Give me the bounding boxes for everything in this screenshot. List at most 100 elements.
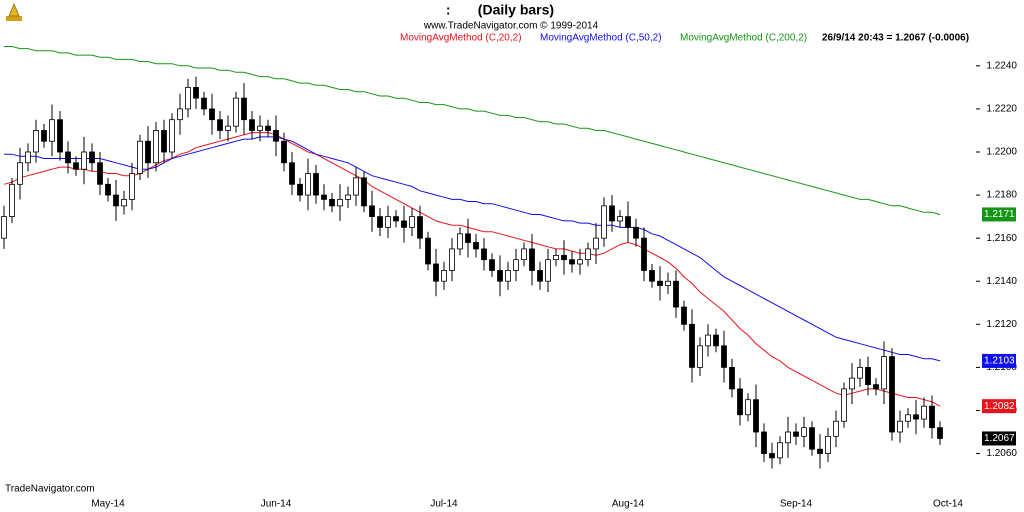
candle-body <box>801 427 807 437</box>
value-label-box <box>982 353 1016 368</box>
candle-body <box>649 270 655 282</box>
y-tick-label: 1.2140 <box>986 276 1017 287</box>
candle-body <box>937 427 943 439</box>
candle-body <box>401 220 407 228</box>
ma-line <box>4 136 941 362</box>
candle-body <box>769 453 775 459</box>
candle-body <box>521 248 527 261</box>
candle-body <box>121 198 127 207</box>
candle-body <box>665 280 671 286</box>
candle-body <box>569 259 575 265</box>
candle-body <box>33 130 39 153</box>
x-tick-label: Sep-14 <box>780 499 813 510</box>
candle-body <box>1 216 7 239</box>
candle-body <box>409 216 415 228</box>
candle-body <box>449 248 455 271</box>
candle-body <box>793 431 799 437</box>
candle-body <box>17 162 23 185</box>
candle-body <box>729 366 735 390</box>
candle-body <box>745 399 751 416</box>
candle-body <box>641 237 647 271</box>
value-label: 1.2067 <box>984 433 1015 444</box>
y-tick-label: 1.2120 <box>986 319 1017 330</box>
candle-body <box>297 183 303 196</box>
candle-body <box>713 334 719 347</box>
candle-body <box>561 254 567 261</box>
candle-body <box>625 216 631 228</box>
candle-body <box>353 177 359 196</box>
candle-body <box>889 356 895 433</box>
candle-body <box>673 280 679 308</box>
candle-body <box>233 97 239 127</box>
candle-body <box>697 345 703 368</box>
candle-body <box>377 216 383 228</box>
watermark: TradeNavigator.com <box>5 484 95 495</box>
candle-body <box>481 248 487 261</box>
candle-body <box>41 130 47 142</box>
candle-body <box>57 119 63 153</box>
candle-body <box>169 119 175 153</box>
candle-body <box>177 108 183 121</box>
candle-body <box>585 248 591 261</box>
value-label: 1.2082 <box>984 401 1015 412</box>
x-tick-label: Aug-14 <box>612 499 645 510</box>
logo-icon <box>8 2 20 17</box>
candle-body <box>577 259 583 265</box>
candle-body <box>545 259 551 282</box>
candle-body <box>865 366 871 386</box>
y-tick-label: 1.2240 <box>986 60 1017 71</box>
candle-body <box>737 388 743 416</box>
candle-body <box>529 248 535 271</box>
candle-body <box>369 205 375 218</box>
candle-body <box>785 431 791 444</box>
candle-body <box>393 216 399 222</box>
candle-body <box>601 205 607 239</box>
candle-body <box>761 431 767 454</box>
candle-body <box>705 334 711 347</box>
candle-body <box>321 194 327 200</box>
candle-body <box>145 140 151 164</box>
candle-body <box>201 97 207 110</box>
candle-body <box>721 345 727 368</box>
candle-body <box>137 140 143 174</box>
candle-body <box>489 259 495 271</box>
candle-body <box>425 237 431 265</box>
value-label: 1.2171 <box>984 209 1015 220</box>
legend-entry: MovingAvgMethod (C,200,2) <box>680 33 807 44</box>
candle-body <box>289 162 295 185</box>
candle-body <box>873 384 879 390</box>
candle-body <box>929 405 935 429</box>
candle-body <box>553 254 559 261</box>
candle-body <box>153 130 159 164</box>
candle-body <box>457 233 463 250</box>
candle-body <box>129 173 135 200</box>
logo-base <box>6 16 22 21</box>
candle-body <box>313 173 319 196</box>
candle-body <box>849 377 855 390</box>
candle-body <box>417 216 423 239</box>
candle-body <box>465 233 471 243</box>
value-label: 1.2103 <box>984 356 1015 367</box>
candle-body <box>217 119 223 131</box>
x-tick-label: May-14 <box>91 499 125 510</box>
value-label-box <box>982 399 1016 414</box>
candle-body <box>25 151 31 164</box>
candle-body <box>433 263 439 282</box>
candle-body <box>273 130 279 142</box>
candle-body <box>841 388 847 422</box>
candle-body <box>161 130 167 153</box>
candle-body <box>265 125 271 131</box>
candle-body <box>281 140 287 164</box>
candle-body <box>657 280 663 286</box>
x-tick-label: Jun-14 <box>261 499 292 510</box>
candle-body <box>609 205 615 222</box>
candle-body <box>97 162 103 185</box>
legend-entry: MovingAvgMethod (C,50,2) <box>540 33 662 44</box>
candle-body <box>193 86 199 99</box>
candle-body <box>825 435 831 454</box>
candle-body <box>777 442 783 459</box>
legend-entry: MovingAvgMethod (C,20,2) <box>400 33 522 44</box>
candle-body <box>65 151 71 164</box>
candle-body <box>81 151 87 170</box>
